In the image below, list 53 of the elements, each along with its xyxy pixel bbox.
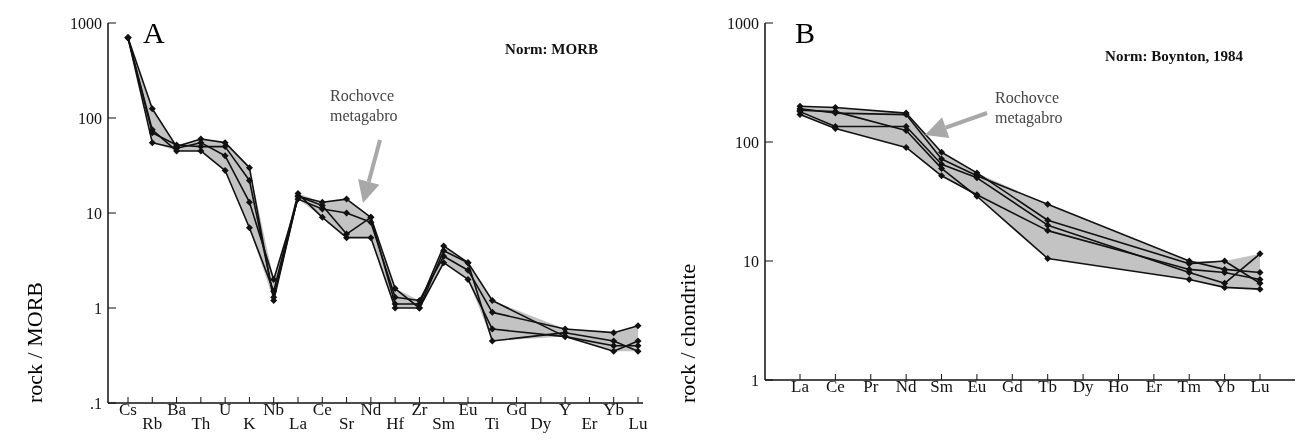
x-tick-label: Eu [458,400,478,419]
x-tick-label: Yb [1214,377,1236,396]
x-tick-label: Eu [967,377,987,396]
annotation: Norm: Boynton, 1984 [1104,48,1243,65]
x-tick-label: Hf [386,414,405,433]
x-tick-label: Cs [119,400,137,419]
x-tick-label: Er [581,414,598,433]
x-tick-label: Ho [1108,377,1129,396]
y-tick-label: 1000 [727,14,759,32]
x-tick-label: K [243,414,257,433]
x-tick-label: La [289,414,308,433]
x-tick-label: Lu [1250,377,1270,396]
x-tick-label: Sm [930,377,953,396]
y-tick-label: 10 [86,204,102,222]
x-tick-label: Yb [603,400,625,419]
y-tick-label: 1000 [70,14,102,32]
x-tick-label: U [219,400,232,419]
x-tick-label: Gd [1001,377,1024,396]
x-tick-label: Gd [506,400,528,419]
y-axis-title: rock / chondrite [675,262,701,403]
annotation: Norm: MORB [504,41,598,58]
x-tick-label: Ba [167,400,187,419]
x-tick-label: Th [191,414,211,433]
x-tick-label: Y [559,400,572,419]
x-tick-label: Dy [530,414,552,433]
chart-title: B [795,16,816,50]
x-tick-label: Tm [1177,377,1202,396]
x-tick-label: Ti [485,414,500,433]
x-tick-label: Er [1145,377,1163,396]
y-tick-label: 1 [94,299,102,317]
chart-title: A [143,16,165,50]
y-tick-label: 10 [743,252,759,270]
y-axis-title: rock / MORB [22,281,48,403]
x-tick-label: Pr [863,377,879,396]
annotation: Rochovce metagabro [995,88,1064,128]
annotation: Rochovce metagabro [330,86,399,126]
x-tick-label: Ce [825,377,845,396]
x-tick-label: Sm [432,414,456,433]
x-tick-label: Sr [339,414,355,433]
x-tick-label: Nd [360,400,382,419]
x-tick-label: Tb [1038,377,1058,396]
x-tick-label: Nb [263,400,285,419]
y-tick-label: 1 [751,371,759,389]
x-tick-label: Zr [411,400,428,419]
x-tick-label: La [791,377,810,396]
x-tick-label: Dy [1072,377,1094,396]
y-tick-label: .1 [90,394,102,412]
x-tick-label: Rb [142,414,163,433]
x-tick-label: Lu [628,414,648,433]
y-tick-label: 100 [735,133,759,151]
x-tick-label: Nd [895,377,918,396]
x-tick-label: Ce [312,400,332,419]
y-tick-label: 100 [78,109,102,127]
